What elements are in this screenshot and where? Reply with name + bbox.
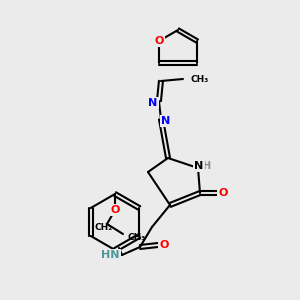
Text: N: N: [194, 161, 204, 171]
Text: CH₂: CH₂: [95, 223, 113, 232]
Text: O: O: [159, 240, 169, 250]
Text: HN: HN: [101, 250, 120, 260]
Text: N: N: [161, 116, 171, 126]
Text: O: O: [218, 188, 228, 198]
Text: N: N: [148, 98, 158, 108]
Text: H: H: [202, 161, 210, 171]
Text: O: O: [154, 36, 164, 46]
Text: O: O: [110, 205, 120, 215]
Text: CH₃: CH₃: [191, 74, 209, 83]
Text: CH₃: CH₃: [128, 232, 146, 242]
